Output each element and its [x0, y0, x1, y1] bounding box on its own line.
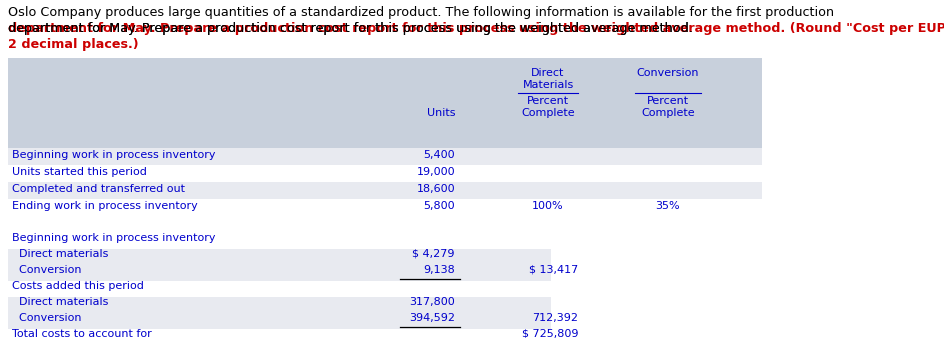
Text: Materials: Materials [522, 80, 573, 90]
Text: Complete: Complete [521, 108, 574, 118]
Text: Complete: Complete [641, 108, 694, 118]
Text: 712,392: 712,392 [531, 313, 578, 323]
Text: 100%: 100% [531, 201, 564, 211]
Text: $ 4,279: $ 4,279 [413, 249, 454, 259]
Text: 394,592: 394,592 [409, 313, 454, 323]
Text: $ 13,417: $ 13,417 [529, 265, 578, 275]
Text: Conversion: Conversion [636, 68, 699, 78]
Text: Direct materials: Direct materials [12, 249, 109, 259]
Bar [8, 148, 761, 165]
Text: Conversion: Conversion [12, 313, 81, 323]
Bar [8, 58, 761, 148]
Text: department for May. Prepare a production cost report for this process using the : department for May. Prepare a production… [8, 22, 696, 35]
Text: 317,800: 317,800 [409, 297, 454, 307]
Text: 5,800: 5,800 [423, 201, 454, 211]
Text: Total costs to account for: Total costs to account for [12, 329, 152, 338]
Bar [8, 265, 550, 281]
Bar [8, 249, 550, 265]
Text: Oslo Company produces large quantities of a standardized product. The following : Oslo Company produces large quantities o… [8, 6, 834, 19]
Text: Conversion: Conversion [12, 265, 81, 275]
Bar [8, 199, 761, 216]
Text: Units: Units [426, 108, 454, 118]
Bar [8, 182, 761, 199]
Text: 2 decimal places.): 2 decimal places.) [8, 38, 139, 51]
Text: 18,600: 18,600 [416, 184, 454, 194]
Bar [8, 165, 761, 182]
Bar [8, 297, 550, 313]
Text: 35%: 35% [655, 201, 680, 211]
Text: Direct: Direct [531, 68, 565, 78]
Text: Completed and transferred out: Completed and transferred out [12, 184, 185, 194]
Text: Beginning work in process inventory: Beginning work in process inventory [12, 150, 215, 160]
Text: $ 725,809: $ 725,809 [521, 329, 578, 338]
Text: 5,400: 5,400 [423, 150, 454, 160]
Text: department for May. Prepare a production cost report for this process using the : department for May. Prepare a production… [8, 22, 944, 35]
Text: Percent: Percent [527, 96, 568, 106]
Text: department for May. Prepare a production cost report for this process using the : department for May. Prepare a production… [8, 22, 696, 35]
Text: Units started this period: Units started this period [12, 167, 146, 177]
Text: Percent: Percent [647, 96, 688, 106]
Text: 9,138: 9,138 [423, 265, 454, 275]
Text: Beginning work in process inventory: Beginning work in process inventory [12, 233, 215, 243]
Text: Ending work in process inventory: Ending work in process inventory [12, 201, 197, 211]
Text: Direct materials: Direct materials [12, 297, 109, 307]
Text: Costs added this period: Costs added this period [12, 281, 143, 291]
Bar [8, 313, 550, 329]
Text: 19,000: 19,000 [416, 167, 454, 177]
